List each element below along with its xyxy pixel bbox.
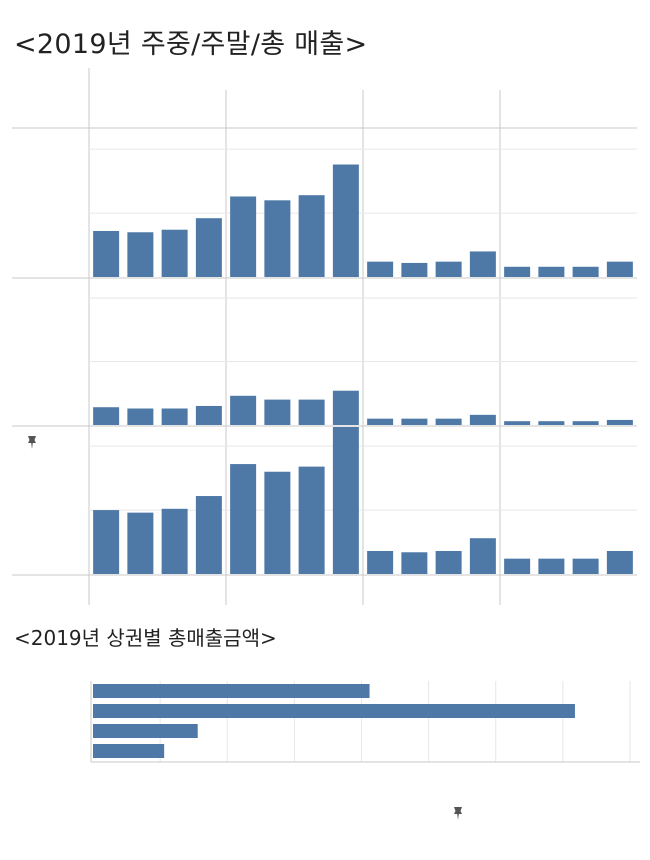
bar: [332, 164, 359, 277]
bar: [93, 704, 575, 718]
bar: [469, 251, 496, 277]
bar: [230, 196, 257, 277]
bar: [161, 508, 188, 574]
bar: [504, 558, 531, 574]
quarterly-sales-chart: [12, 68, 637, 605]
bar: [367, 261, 394, 277]
chart-title-quarterly: <2019년 주중/주말/총 매출>: [14, 29, 368, 60]
bar: [264, 200, 291, 277]
bar: [469, 414, 496, 425]
bar: [195, 218, 222, 277]
bar: [93, 724, 198, 738]
bar: [264, 471, 291, 574]
bar: [298, 466, 325, 574]
bar: [367, 418, 394, 425]
bar: [538, 421, 565, 425]
bar: [538, 266, 565, 277]
bar: [195, 496, 222, 574]
bar: [230, 464, 257, 574]
bar: [332, 390, 359, 425]
bar: [127, 512, 154, 574]
bar: [161, 408, 188, 425]
bar: [230, 395, 257, 425]
bar: [161, 229, 188, 277]
bar: [332, 427, 359, 574]
bar: [572, 266, 599, 277]
bar: [606, 550, 633, 574]
bar: [606, 419, 633, 425]
bar: [572, 421, 599, 425]
bar: [93, 744, 165, 758]
bar: [264, 399, 291, 425]
bar: [504, 421, 531, 425]
bar: [435, 550, 462, 574]
bar: [93, 510, 120, 574]
bar: [93, 684, 370, 698]
bar: [127, 408, 154, 425]
bar: [435, 418, 462, 425]
bar: [127, 232, 154, 277]
bar: [93, 230, 120, 277]
bar: [572, 558, 599, 574]
bar: [401, 262, 428, 277]
bar: [435, 261, 462, 277]
pin-icon: [454, 807, 462, 820]
bar: [606, 261, 633, 277]
chart-title-district-total: <2019년 상권별 총매출금액>: [14, 626, 277, 650]
bar: [469, 538, 496, 574]
bar: [401, 552, 428, 574]
bar: [195, 405, 222, 425]
bar: [401, 418, 428, 425]
pin-icon: [28, 436, 36, 449]
bar: [367, 550, 394, 574]
bar: [93, 407, 120, 425]
bar: [504, 266, 531, 277]
bar: [298, 195, 325, 277]
bar: [298, 399, 325, 425]
bar: [538, 558, 565, 574]
